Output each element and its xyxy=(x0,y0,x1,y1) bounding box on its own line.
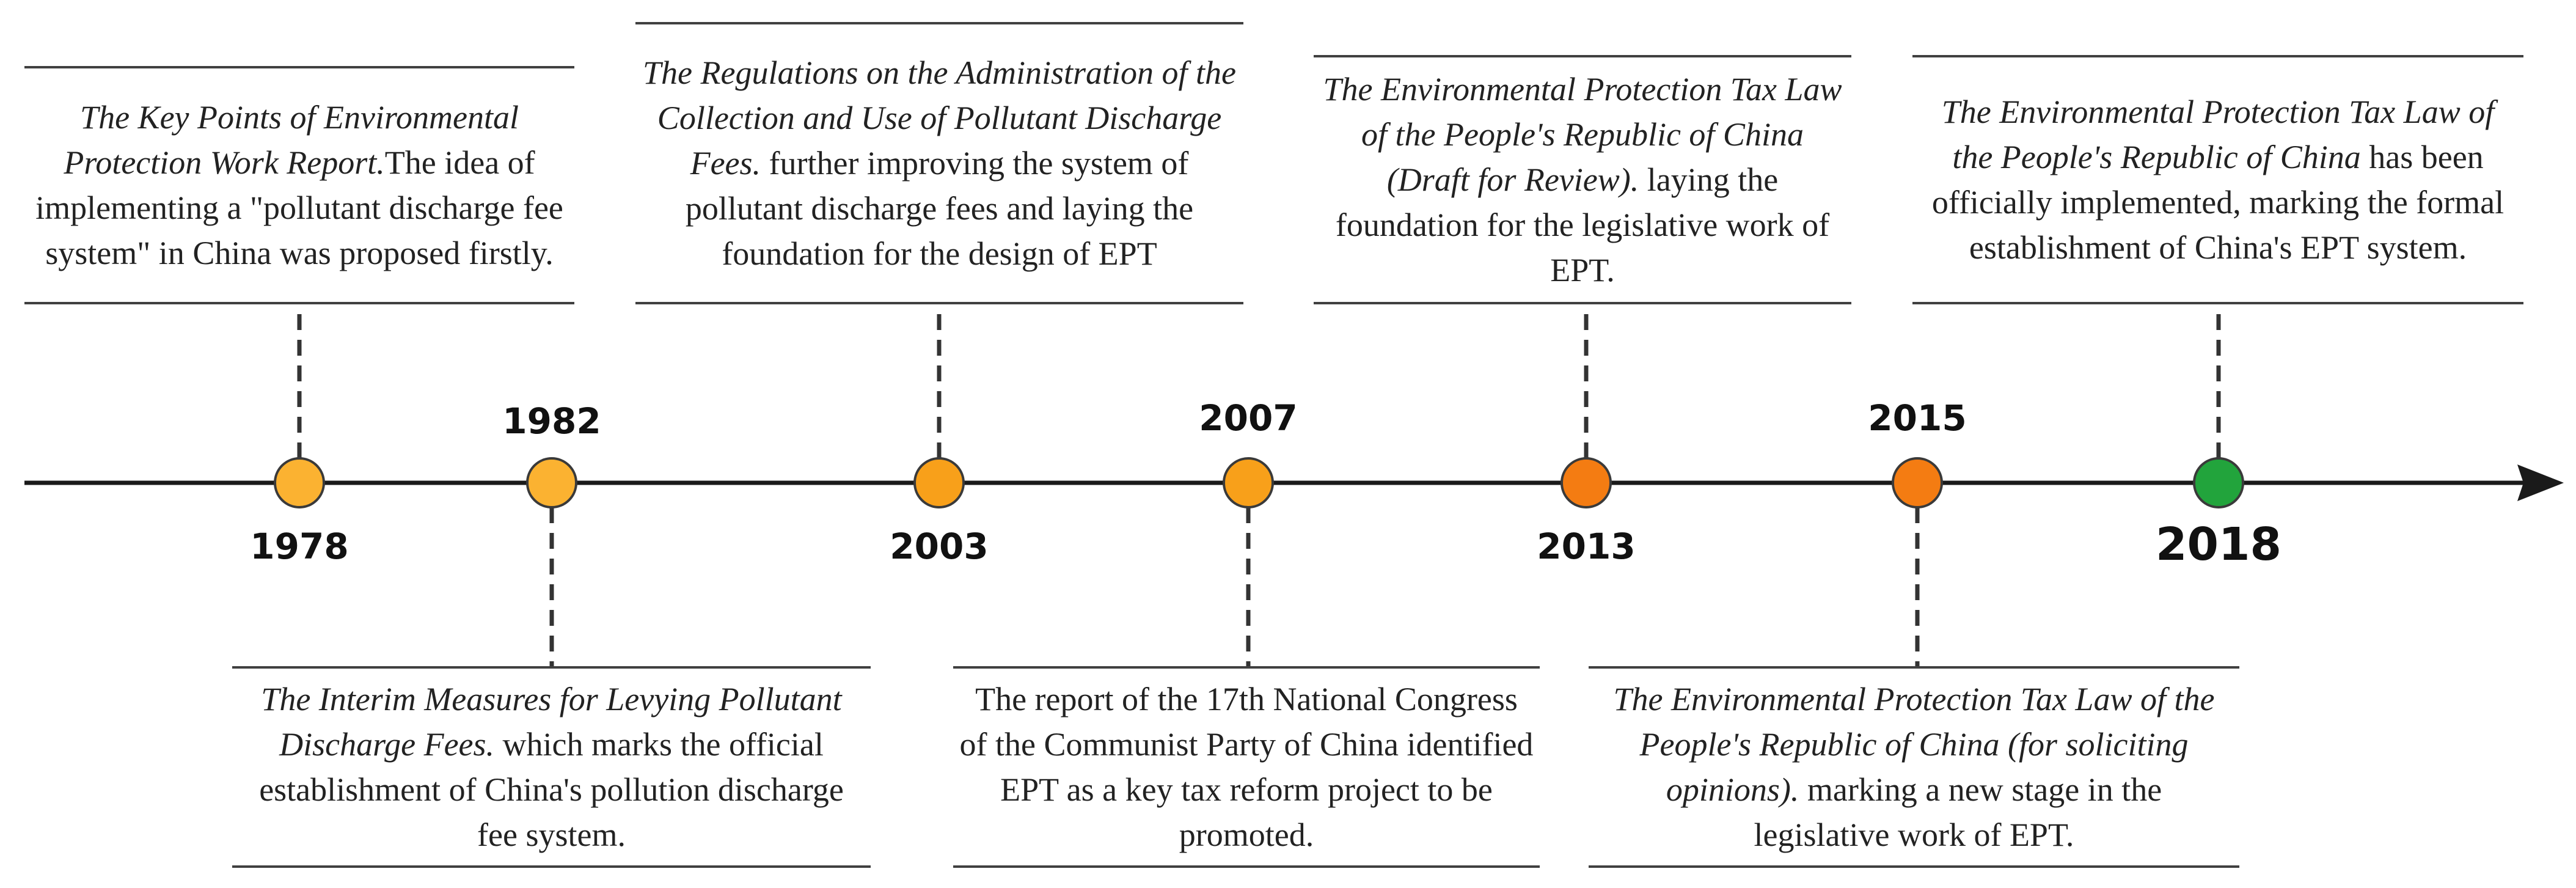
year-label-2018: 2018 xyxy=(2156,518,2281,571)
event-box-2018: The Environmental Protection Tax Law of … xyxy=(1912,55,2523,304)
event-title-2013: The Environmental Protection Tax Law of … xyxy=(1323,71,1842,198)
event-box-1978: The Key Points of Environmental Protecti… xyxy=(24,66,574,304)
event-text-2018: has been officially implemented, marking… xyxy=(1931,139,2505,266)
event-text-1978: The idea of implementing a "pollutant di… xyxy=(35,144,563,271)
event-title-2018: The Environmental Protection Tax Law of … xyxy=(1941,94,2495,175)
event-box-2013: The Environmental Protection Tax Law of … xyxy=(1314,55,1851,304)
event-title-1978: The Key Points of Environmental Protecti… xyxy=(64,99,519,181)
year-label-2007: 2007 xyxy=(1199,397,1298,439)
event-text-2015: marking a new stage in the legislative w… xyxy=(1754,771,2162,853)
event-title-2015: The Environmental Protection Tax Law of … xyxy=(1613,681,2215,808)
marker-2003 xyxy=(913,457,965,508)
year-label-2003: 2003 xyxy=(890,526,989,567)
event-text-2013: laying the foundation for the legislativ… xyxy=(1335,161,1830,288)
year-label-2015: 2015 xyxy=(1868,397,1967,439)
marker-2018 xyxy=(2193,457,2244,508)
year-label-1978: 1978 xyxy=(250,526,349,567)
event-text-2007: The report of the 17th National Congress… xyxy=(959,681,1534,853)
event-title-2003: The Regulations on the Administration of… xyxy=(643,54,1236,182)
event-box-2007: The report of the 17th National Congress… xyxy=(953,666,1540,868)
marker-1978 xyxy=(274,457,325,508)
event-box-1982: The Interim Measures for Levying Polluta… xyxy=(232,666,871,868)
marker-2013 xyxy=(1561,457,1612,508)
event-box-2003: The Regulations on the Administration of… xyxy=(635,22,1243,304)
marker-1982 xyxy=(526,457,577,508)
event-text-2003: further improving the system of pollutan… xyxy=(685,145,1194,272)
marker-2007 xyxy=(1223,457,1274,508)
event-title-1982: The Interim Measures for Levying Polluta… xyxy=(261,681,842,763)
timeline-arrowhead xyxy=(2517,464,2564,501)
marker-2015 xyxy=(1892,457,1943,508)
event-box-2015: The Environmental Protection Tax Law of … xyxy=(1589,666,2239,868)
event-text-1982: which marks the official establishment o… xyxy=(259,726,844,853)
year-label-2013: 2013 xyxy=(1537,526,1636,567)
year-label-1982: 1982 xyxy=(502,400,601,442)
